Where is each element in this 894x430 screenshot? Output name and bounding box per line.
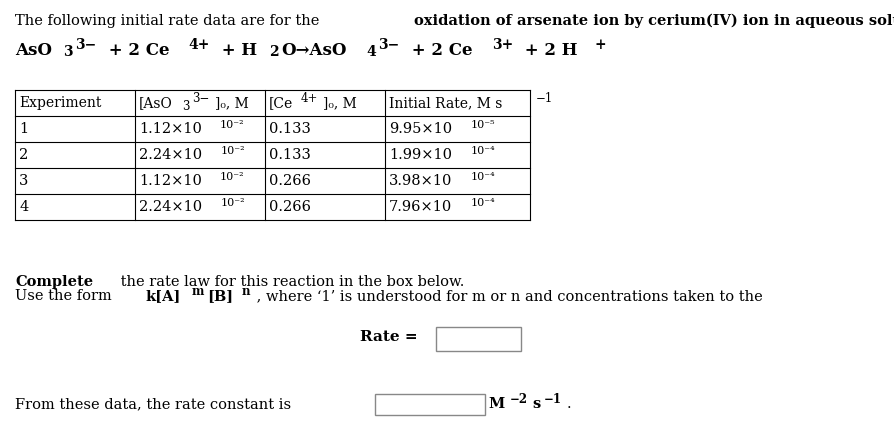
Text: oxidation of arsenate ion by cerium(IV) ion in aqueous solution: oxidation of arsenate ion by cerium(IV) … xyxy=(414,14,894,28)
Text: 3−: 3− xyxy=(378,38,400,52)
Text: 2: 2 xyxy=(19,148,29,162)
Text: 0.266: 0.266 xyxy=(269,200,311,214)
Text: the rate law for this reaction in the box below.: the rate law for this reaction in the bo… xyxy=(116,275,464,289)
Text: + H: + H xyxy=(216,42,257,59)
Text: O→AsO: O→AsO xyxy=(282,42,347,59)
Bar xyxy=(375,394,485,415)
Text: Complete: Complete xyxy=(15,275,93,289)
Text: 10⁻²: 10⁻² xyxy=(221,198,245,208)
Text: Experiment: Experiment xyxy=(19,96,101,110)
Bar xyxy=(436,327,521,351)
Text: n: n xyxy=(241,285,249,298)
Text: 10⁻⁵: 10⁻⁵ xyxy=(470,120,495,130)
Text: 10⁻²: 10⁻² xyxy=(221,146,245,156)
Text: 4+: 4+ xyxy=(300,92,317,105)
Text: M: M xyxy=(488,397,504,411)
Text: Initial Rate, M s: Initial Rate, M s xyxy=(389,96,502,110)
Text: + 2 H: + 2 H xyxy=(519,42,578,59)
Text: [Ce: [Ce xyxy=(269,96,293,110)
Text: 0.133: 0.133 xyxy=(269,122,311,136)
Text: s: s xyxy=(533,397,541,411)
Text: .: . xyxy=(567,397,571,411)
Text: −1: −1 xyxy=(536,92,552,105)
Text: Use the form: Use the form xyxy=(15,289,116,303)
Text: 3: 3 xyxy=(182,99,190,113)
Text: 10⁻⁴: 10⁻⁴ xyxy=(471,172,495,182)
Text: +: + xyxy=(595,38,606,52)
Text: 10⁻⁴: 10⁻⁴ xyxy=(470,146,495,156)
Text: 1: 1 xyxy=(19,122,28,136)
Text: [B]: [B] xyxy=(207,289,233,303)
Text: 3: 3 xyxy=(19,174,29,188)
Text: 9.95×10: 9.95×10 xyxy=(389,122,452,136)
Text: ]₀, M: ]₀, M xyxy=(323,96,357,110)
Text: [AsO: [AsO xyxy=(139,96,173,110)
Text: + 2 Ce: + 2 Ce xyxy=(406,42,472,59)
Text: AsO: AsO xyxy=(15,42,52,59)
Text: m: m xyxy=(191,285,204,298)
Text: 0.133: 0.133 xyxy=(269,148,311,162)
Text: 1.12×10: 1.12×10 xyxy=(139,122,202,136)
Text: 1.99×10: 1.99×10 xyxy=(389,148,452,162)
Text: 4+: 4+ xyxy=(189,38,210,52)
Text: From these data, the rate constant is: From these data, the rate constant is xyxy=(15,397,291,411)
Text: 1.12×10: 1.12×10 xyxy=(139,174,202,188)
Text: 2.24×10: 2.24×10 xyxy=(139,200,202,214)
Text: 4: 4 xyxy=(19,200,29,214)
Text: 3: 3 xyxy=(63,45,72,59)
Text: , where ‘1’ is understood for m or n and concentrations taken to the: , where ‘1’ is understood for m or n and… xyxy=(252,289,767,303)
Text: 3.98×10: 3.98×10 xyxy=(389,174,452,188)
Text: −2: −2 xyxy=(510,393,527,406)
Text: 7.96×10: 7.96×10 xyxy=(389,200,452,214)
Text: Rate =: Rate = xyxy=(360,330,417,344)
Text: ]₀, M: ]₀, M xyxy=(215,96,249,110)
Text: 3+: 3+ xyxy=(492,38,513,52)
Text: 4: 4 xyxy=(366,45,375,59)
Text: 3−: 3− xyxy=(75,38,97,52)
Text: 10⁻²: 10⁻² xyxy=(220,172,245,182)
Text: The following initial rate data are for the: The following initial rate data are for … xyxy=(15,14,324,28)
Text: 3−: 3− xyxy=(192,92,209,105)
Text: + 2 Ce: + 2 Ce xyxy=(103,42,169,59)
Text: 2.24×10: 2.24×10 xyxy=(139,148,202,162)
Text: 10⁻²: 10⁻² xyxy=(220,120,245,130)
Text: k[A]: k[A] xyxy=(146,289,181,303)
Text: 0.266: 0.266 xyxy=(269,174,311,188)
Text: −1: −1 xyxy=(544,393,561,406)
Text: 10⁻⁴: 10⁻⁴ xyxy=(470,198,495,208)
Text: 2: 2 xyxy=(269,45,279,59)
